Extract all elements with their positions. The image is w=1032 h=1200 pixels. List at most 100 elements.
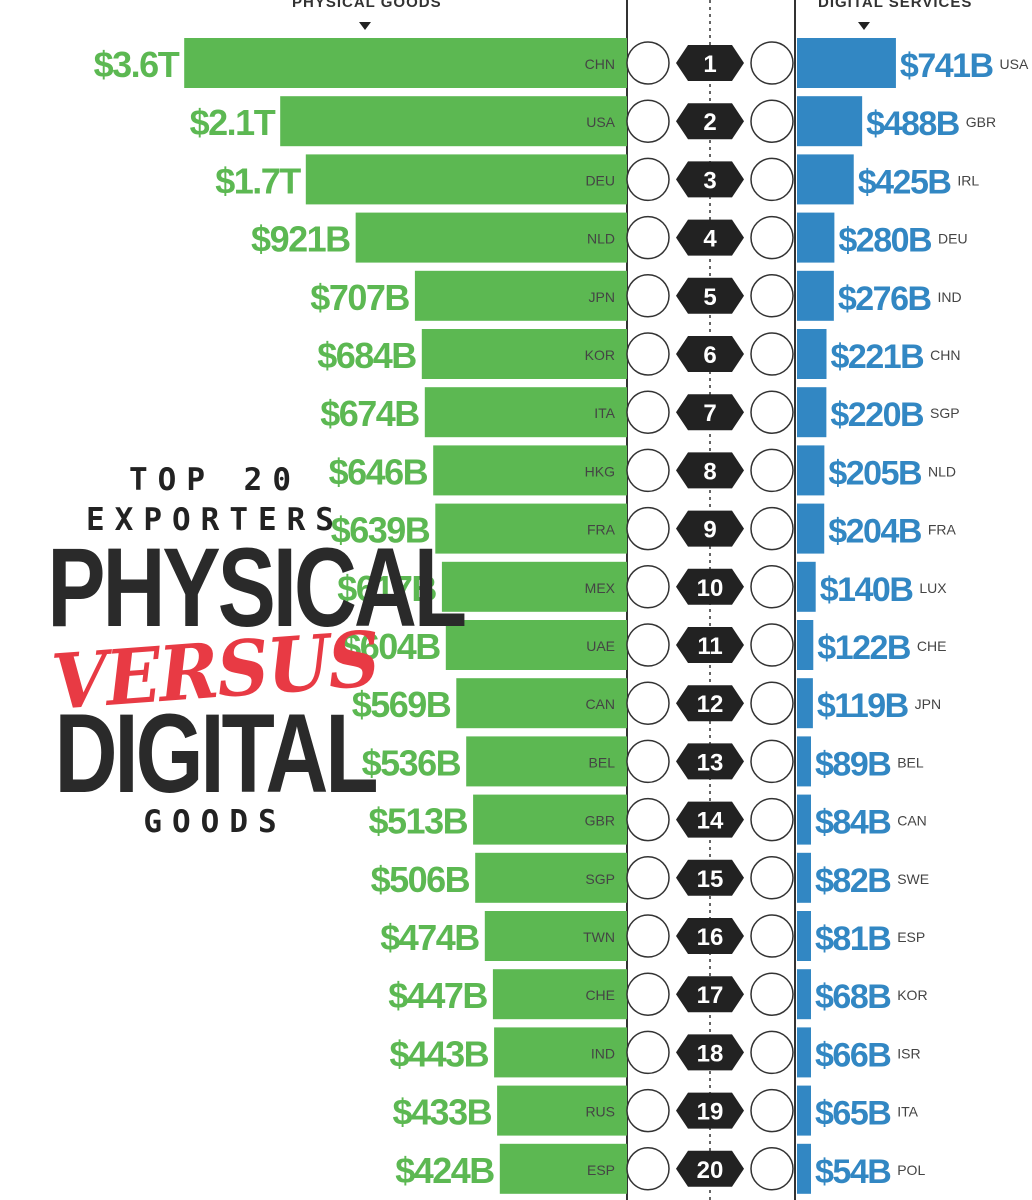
- digital-country-label: JPN: [915, 696, 941, 712]
- rank-badge: [676, 219, 744, 256]
- physical-value-label: $707B: [310, 277, 409, 318]
- physical-bar: [441, 561, 627, 612]
- physical-country-label: TWN: [583, 929, 615, 945]
- physical-goods-header: PHYSICAL GOODS: [292, 0, 442, 11]
- physical-bar: [492, 969, 627, 1020]
- rank-number: 20: [697, 1157, 724, 1184]
- rank-number: 11: [697, 633, 722, 660]
- digital-country-label: USA: [1000, 56, 1029, 72]
- physical-country-label: KOR: [585, 347, 615, 363]
- rank-badge: [676, 743, 744, 780]
- digital-flag-icon: [750, 1147, 794, 1191]
- title-top-20: TOP 20: [129, 462, 301, 498]
- physical-country-label: SGP: [585, 871, 615, 887]
- digital-country-label: ITA: [897, 1104, 918, 1120]
- physical-flag-icon: [626, 739, 670, 784]
- physical-flag-icon: [626, 332, 670, 376]
- physical-flag-icon: [626, 506, 670, 551]
- rank-number: 12: [697, 691, 724, 718]
- physical-bar: [473, 794, 627, 845]
- physical-flag-icon: [626, 623, 670, 667]
- rank-badge: [676, 568, 744, 605]
- rank-number: 16: [697, 924, 724, 951]
- digital-bar: [797, 852, 811, 903]
- physical-value-label: $684B: [317, 335, 416, 376]
- physical-country-label: ESP: [587, 1162, 615, 1178]
- rank-badge: [676, 976, 744, 1013]
- physical-value-label: $433B: [393, 1092, 492, 1133]
- digital-bar: [797, 387, 827, 438]
- digital-value-label: $140B: [820, 571, 914, 609]
- physical-bar: [435, 503, 627, 554]
- physical-country-label: FRA: [587, 522, 616, 538]
- rank-number: 9: [703, 517, 716, 544]
- digital-bar: [797, 503, 825, 554]
- digital-value-label: $89B: [815, 745, 891, 783]
- rank-number: 6: [703, 342, 716, 369]
- physical-bar: [497, 1085, 627, 1136]
- digital-flag-icon: [750, 41, 794, 85]
- digital-country-label: SWE: [897, 871, 929, 887]
- digital-value-label: $82B: [815, 862, 891, 900]
- digital-bar: [797, 911, 811, 961]
- digital-value-label: $276B: [838, 280, 932, 318]
- physical-value-label: $639B: [331, 510, 430, 551]
- physical-country-label: DEU: [585, 172, 615, 188]
- rank-badge: [676, 1150, 744, 1187]
- physical-flag-icon: [626, 215, 670, 260]
- rank-badge: [676, 277, 744, 314]
- physical-value-label: $447B: [388, 975, 487, 1016]
- rank-badge: [676, 161, 744, 198]
- rank-number: 4: [703, 226, 717, 253]
- title-digital: DIGITAL: [54, 691, 378, 816]
- digital-bar: [797, 212, 835, 263]
- physical-flag-icon: [626, 914, 670, 958]
- digital-country-label: LUX: [919, 580, 947, 596]
- digital-flag-icon: [750, 972, 794, 1016]
- physical-country-label: NLD: [587, 231, 615, 247]
- physical-bar: [414, 270, 627, 321]
- digital-bar: [797, 1143, 811, 1194]
- physical-bar: [280, 96, 627, 147]
- rank-number: 10: [697, 575, 724, 602]
- rank-badge: [676, 627, 744, 663]
- digital-bar: [797, 270, 834, 321]
- physical-flag-icon: [626, 1088, 670, 1133]
- digital-flag-icon: [750, 856, 794, 900]
- digital-flag-icon: [750, 332, 794, 376]
- physical-flag-icon: [626, 41, 670, 85]
- physical-bar: [499, 1143, 627, 1194]
- physical-value-label: $443B: [390, 1033, 489, 1074]
- digital-value-label: $205B: [828, 454, 922, 492]
- physical-value-label: $3.6T: [94, 44, 180, 85]
- digital-bar: [797, 445, 825, 496]
- physical-value-label: $604B: [341, 626, 440, 667]
- physical-bar: [456, 678, 627, 729]
- digital-value-label: $220B: [830, 396, 924, 434]
- digital-flag-icon: [750, 274, 794, 318]
- rank-badge: [676, 45, 744, 81]
- digital-bar: [797, 1027, 811, 1078]
- digital-value-label: $425B: [858, 163, 952, 201]
- rank-badge: [676, 1092, 744, 1129]
- physical-flag-icon: [626, 681, 670, 725]
- physical-bar: [184, 38, 627, 88]
- rank-number: 1: [703, 51, 716, 78]
- digital-country-label: SGP: [930, 405, 960, 421]
- digital-bar: [797, 678, 813, 729]
- physical-flag-icon: [626, 274, 670, 318]
- rank-number: 13: [697, 749, 724, 776]
- physical-value-label: $1.7T: [215, 160, 301, 201]
- digital-flag-icon: [750, 1088, 794, 1133]
- physical-bar: [424, 387, 627, 438]
- physical-country-label: MEX: [585, 580, 616, 596]
- physical-bar: [433, 445, 627, 496]
- digital-flag-icon: [750, 99, 794, 143]
- digital-country-label: CHE: [917, 638, 947, 654]
- rank-number: 5: [703, 284, 716, 311]
- digital-bar: [797, 561, 816, 612]
- digital-country-label: POL: [897, 1162, 925, 1178]
- digital-flag-icon: [750, 565, 794, 609]
- physical-flag-icon: [626, 972, 670, 1016]
- physical-flag-icon: [626, 565, 670, 609]
